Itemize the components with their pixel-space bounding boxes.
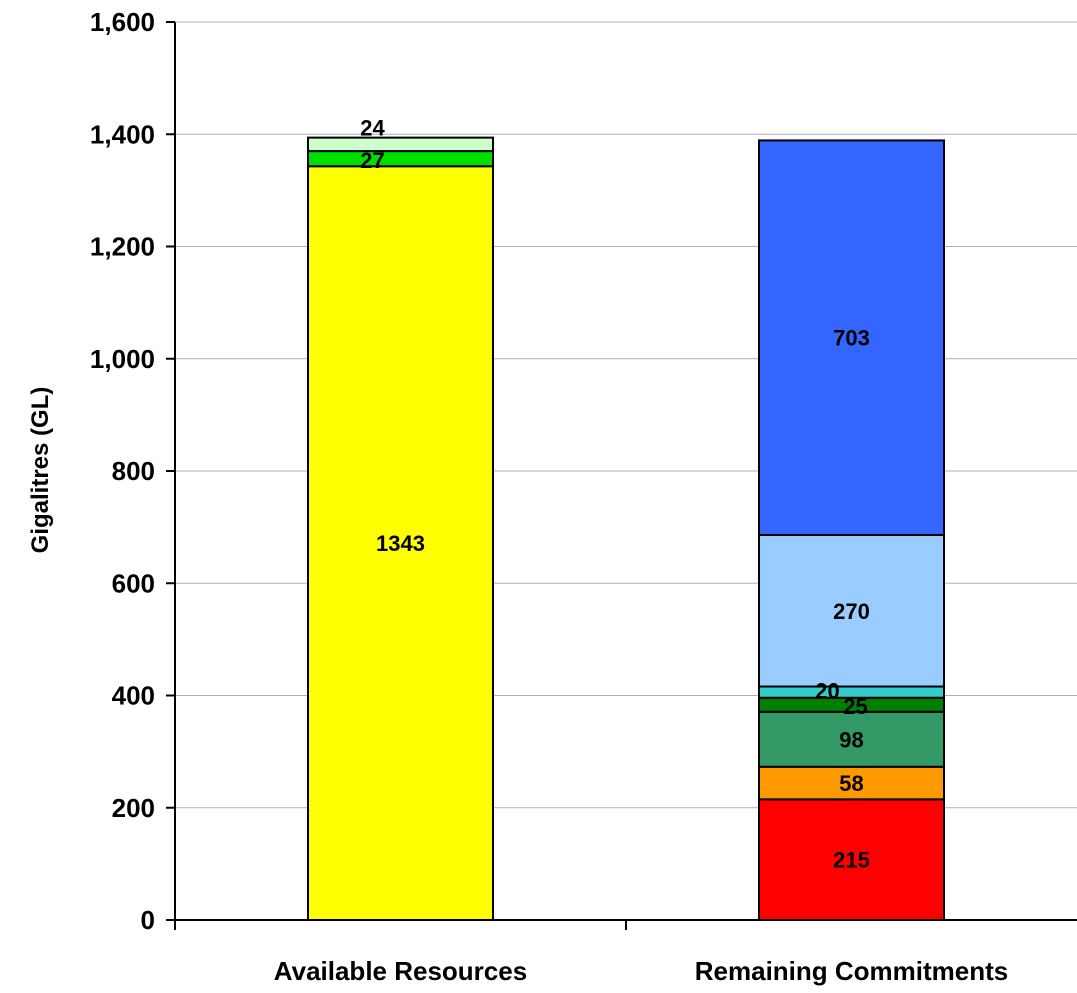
x-category-label: Available Resources	[274, 956, 527, 986]
y-tick-label: 1,200	[90, 232, 155, 262]
bar-segment	[307, 150, 494, 168]
data-label: 703	[833, 326, 870, 351]
bar-segment	[758, 765, 945, 801]
bar-segment	[307, 136, 494, 153]
bar-segment	[758, 533, 945, 688]
data-label: 215	[833, 848, 870, 873]
y-axis-title: Gigalitres (GL)	[27, 387, 54, 554]
bar-segment	[307, 165, 494, 921]
bar-segment	[758, 139, 945, 536]
data-label: 20	[815, 679, 839, 704]
data-label: 98	[839, 727, 863, 752]
y-tick-label: 800	[112, 456, 155, 486]
data-label: 1343	[376, 531, 425, 556]
y-tick-label: 1,600	[90, 7, 155, 37]
x-category-label: Remaining Commitments	[695, 956, 1009, 986]
y-tick-label: 400	[112, 681, 155, 711]
axes: 0 200 400 600 800 1,000 1,200 1,400 1,600 Availab…	[90, 7, 1077, 986]
data-label: 27	[360, 148, 384, 173]
y-tick-label: 1,400	[90, 119, 155, 149]
y-tick-label: 600	[112, 568, 155, 598]
data-label: 58	[839, 771, 863, 796]
y-tick-label: 1,000	[90, 344, 155, 374]
bar-segment	[758, 798, 945, 921]
data-label: 24	[360, 116, 385, 141]
bar-stacks	[307, 136, 945, 921]
data-label: 270	[833, 599, 870, 624]
y-tick-label: 200	[112, 793, 155, 823]
y-tick-label: 0	[141, 905, 155, 935]
data-label: 25	[843, 694, 867, 719]
